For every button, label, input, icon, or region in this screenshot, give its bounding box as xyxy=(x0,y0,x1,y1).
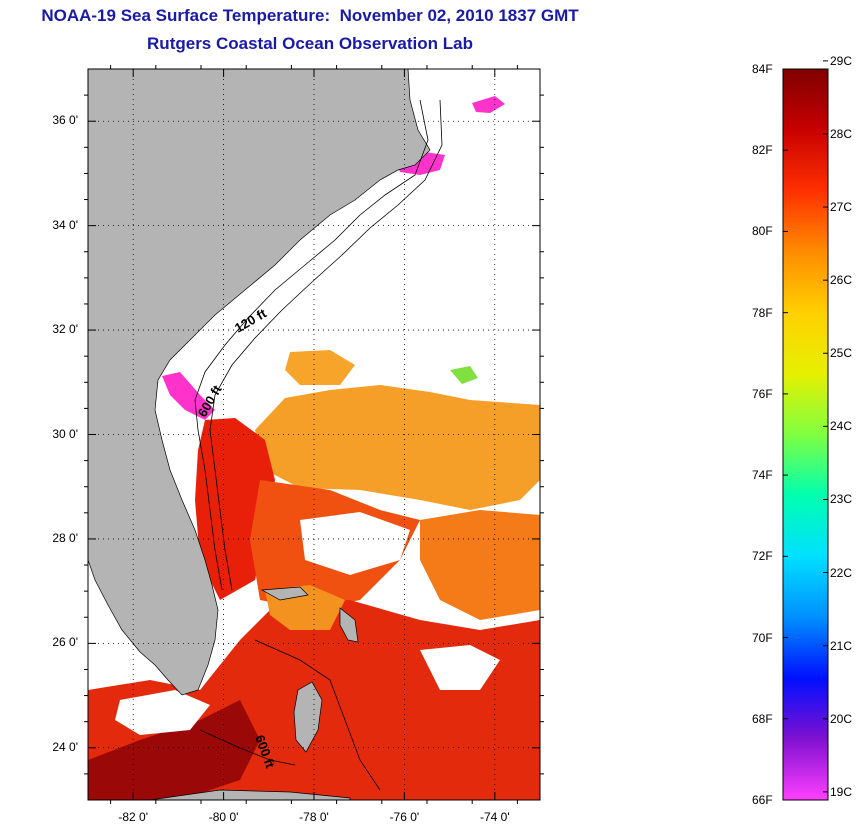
map-title: NOAA-19 Sea Surface Temperature: Novembe… xyxy=(41,6,579,25)
colorbar-label-c: 23C xyxy=(830,492,853,507)
sst-patch-green xyxy=(450,366,478,384)
cloud-gap-1 xyxy=(300,512,410,575)
lon-tick-label: -74 0' xyxy=(479,810,510,824)
colorbar-label-c: 21C xyxy=(830,638,853,653)
lat-tick-label: 36 0' xyxy=(52,113,78,128)
contour-600ft xyxy=(209,99,443,591)
colorbar-label-c: 22C xyxy=(830,565,853,580)
sst-patch-straits xyxy=(88,700,260,800)
sst-patch-east xyxy=(420,510,540,620)
cloud-gap-2 xyxy=(115,690,210,735)
colorbar-label-f: 66F xyxy=(752,793,773,807)
colorbar-label-f: 74F xyxy=(752,468,773,483)
colorbar-label-f: 68F xyxy=(752,711,773,726)
land-abaco xyxy=(339,607,359,643)
colorbar-label-f: 70F xyxy=(752,630,773,645)
land-cuba xyxy=(149,789,351,800)
colorbar-label-c: 24C xyxy=(830,419,853,434)
colorbar-label-c: 27C xyxy=(830,200,853,215)
colorbar-label-f: 76F xyxy=(752,386,773,401)
colorbar-label-c: 20C xyxy=(830,711,853,726)
lon-tick-label: -76 0' xyxy=(389,810,420,824)
lat-tick-label: 30 0' xyxy=(52,426,78,441)
colorbar-label-c: 29C xyxy=(830,53,853,68)
lon-tick-label: -82 0' xyxy=(118,810,149,824)
sst-patch-coastal-cold xyxy=(162,372,215,420)
contour-120ft xyxy=(194,99,429,591)
lat-tick-label: 24 0' xyxy=(52,739,78,754)
lat-tick-label: 26 0' xyxy=(52,635,78,650)
sst-patch-ne xyxy=(472,96,505,113)
colorbar-label-f: 80F xyxy=(752,224,773,239)
colorbar-ticks xyxy=(783,60,828,801)
lat-tick-label: 28 0' xyxy=(52,530,78,545)
colorbar-label-c: 25C xyxy=(830,346,853,361)
colorbar-label-c: 28C xyxy=(830,126,853,141)
sst-patch-north2 xyxy=(285,350,355,385)
colorbar-label-f: 72F xyxy=(752,549,773,564)
sst-patch-north xyxy=(255,385,540,510)
lat-tick-label: 34 0' xyxy=(52,217,78,232)
lon-tick-label: -78 0' xyxy=(299,810,329,824)
colorbar-label-f: 78F xyxy=(752,305,773,320)
map-grid xyxy=(88,69,540,800)
colorbar xyxy=(782,68,829,801)
colorbar-label-f: 84F xyxy=(752,62,773,76)
land-grand-bahama xyxy=(260,586,309,601)
map-ticks xyxy=(84,65,544,804)
contour-bahamas-600ft xyxy=(199,639,381,791)
colorbar-label-c: 19C xyxy=(830,784,853,799)
colorbar-label-c: 26C xyxy=(830,273,853,288)
lat-tick-label: 32 0' xyxy=(52,322,78,337)
cloud-gap-3 xyxy=(420,645,500,690)
colorbar-label-f: 82F xyxy=(752,143,773,158)
map-subtitle: Rutgers Coastal Ocean Observation Lab xyxy=(147,34,473,53)
lon-tick-label: -80 0' xyxy=(208,810,239,824)
